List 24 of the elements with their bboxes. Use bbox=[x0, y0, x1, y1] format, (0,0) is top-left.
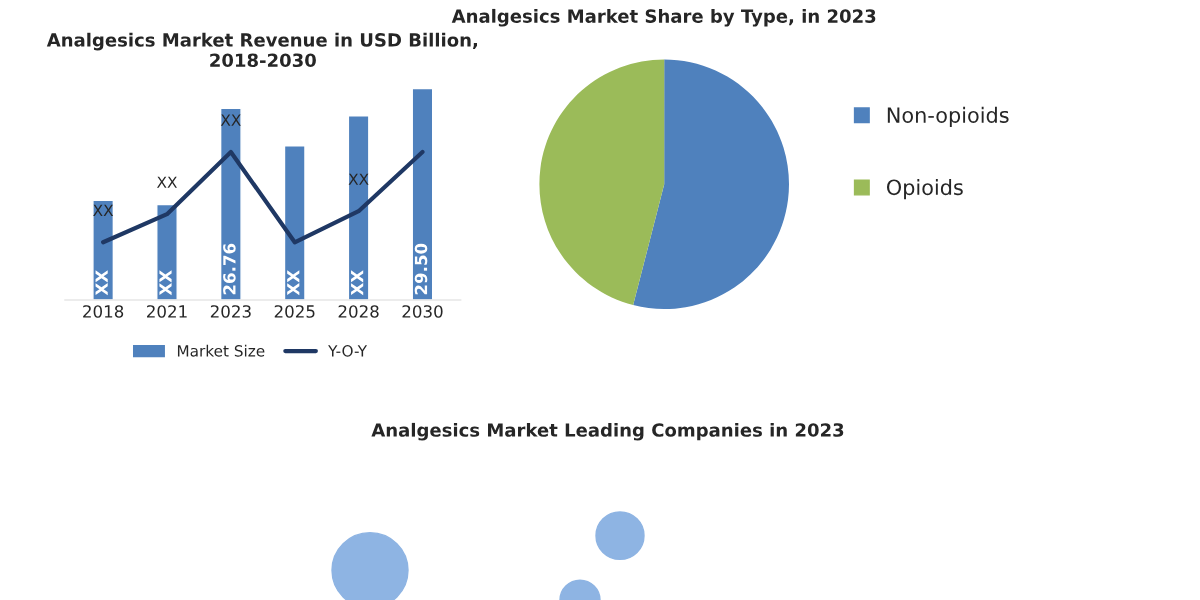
x-tick-label: 2030 bbox=[402, 305, 443, 318]
chart-title: Analgesics Market Revenue in USD Billion, 2018-2030 bbox=[46, 32, 478, 68]
data-label: XX bbox=[351, 270, 364, 296]
bar bbox=[283, 145, 306, 300]
annotation: XX bbox=[156, 176, 177, 188]
x-tick-label: 2028 bbox=[338, 305, 379, 318]
legend-label: Non-opioids bbox=[887, 106, 1009, 127]
legend-label: Opioids bbox=[886, 179, 963, 200]
data-label: XX bbox=[287, 270, 300, 296]
pie-slice bbox=[633, 59, 789, 309]
x-tick-label: 2018 bbox=[83, 305, 124, 318]
legend-label: Y-O-Y bbox=[328, 345, 368, 357]
pie-slice bbox=[539, 59, 665, 306]
x-tick-label: 2023 bbox=[210, 305, 251, 318]
data-label: XX bbox=[95, 270, 108, 296]
legend-label: Market Size bbox=[177, 344, 265, 357]
x-tick-label: 2025 bbox=[274, 305, 315, 318]
text: Analgesics Market Leading Companies in 2023 bbox=[371, 422, 844, 441]
data-label: 29.50 bbox=[414, 243, 428, 295]
data-label: 26.76 bbox=[223, 243, 236, 295]
data-label: XX bbox=[159, 270, 172, 296]
x-tick-label: 2021 bbox=[147, 305, 187, 318]
bar bbox=[347, 115, 370, 300]
chart-title: Analgesics Market Share by Type, in 2023 bbox=[451, 8, 876, 27]
